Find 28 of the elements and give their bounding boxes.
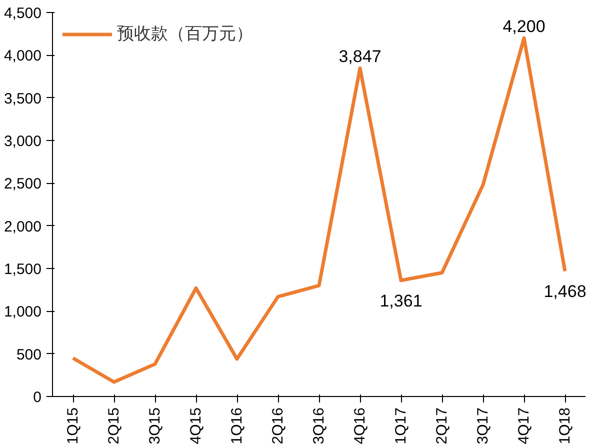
x-tick-label: 4Q17 (516, 407, 532, 444)
x-tick-label: 3Q17 (474, 407, 492, 444)
legend-label: 预收款（百万元） (117, 23, 253, 45)
x-tick-label: 1Q17 (392, 407, 410, 444)
x-tick-label: 2Q15 (106, 407, 122, 444)
x-tick-label: 3Q15 (146, 407, 164, 444)
y-tick-label: 1,000 (4, 304, 42, 321)
x-tick-label: 1Q18 (556, 407, 574, 444)
data-label: 3,847 (338, 47, 382, 66)
x-tick-label: 2Q16 (270, 407, 286, 444)
data-label: 1,361 (380, 291, 422, 310)
y-tick-label: 4,500 (4, 5, 42, 22)
x-tick-label: 4Q15 (188, 407, 204, 444)
y-tick-label: 2,000 (4, 218, 42, 236)
x-tick-label: 4Q16 (352, 407, 368, 444)
data-label: 4,200 (502, 17, 546, 36)
y-tick-label: 0 (33, 389, 42, 406)
x-tick-label: 1Q15 (64, 407, 82, 444)
y-tick-label: 500 (16, 346, 42, 364)
y-tick-label: 1,500 (4, 261, 42, 278)
data-label: 1,468 (544, 282, 586, 302)
y-tick-label: 3,000 (4, 133, 42, 150)
y-tick-label: 2,500 (4, 176, 42, 193)
y-tick-label: 4,000 (4, 48, 42, 65)
x-tick-label: 1Q16 (228, 407, 246, 444)
y-tick-label: 3,500 (4, 90, 42, 108)
x-tick-label: 3Q16 (310, 407, 328, 444)
x-tick-label: 2Q17 (434, 407, 450, 444)
